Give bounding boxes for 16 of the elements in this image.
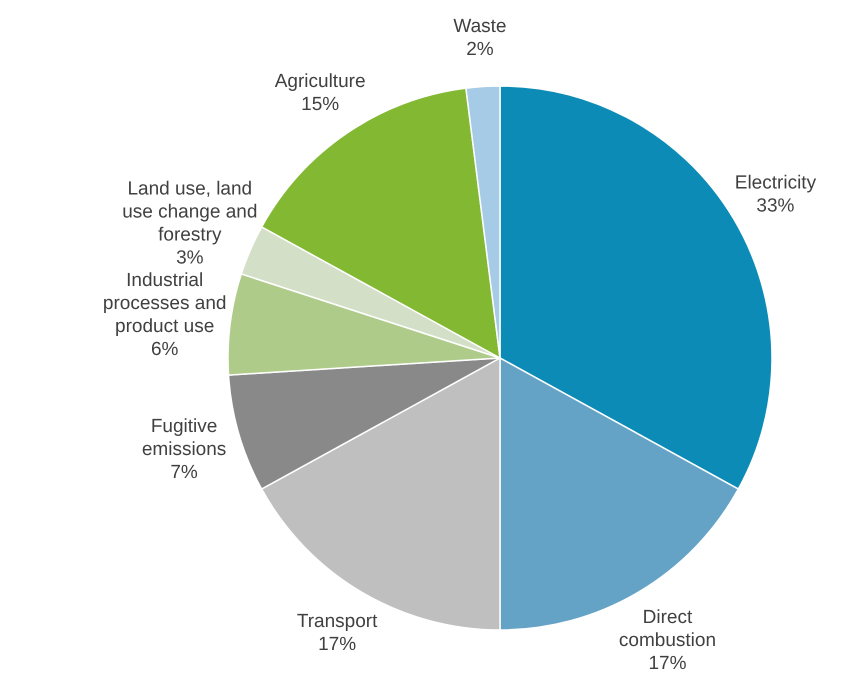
data-label: 33%	[756, 196, 795, 217]
slice-label: Land use, land use change and forestry	[122, 178, 258, 246]
data-label: 17%	[648, 653, 687, 674]
slice-label: Waste	[453, 16, 506, 38]
slice-label: Transport	[296, 610, 378, 632]
data-label: 15%	[301, 94, 340, 115]
slice-label: Fugitive emissions	[142, 416, 226, 460]
slice-label: Direct combustion	[618, 607, 716, 652]
slice-label: Industrial processes and product use	[102, 270, 226, 338]
data-label: 17%	[318, 634, 356, 655]
slice-label: Electricity	[734, 172, 817, 194]
data-label: 7%	[170, 462, 198, 483]
slice-label: Agriculture	[274, 70, 366, 92]
data-label: 6%	[150, 339, 178, 360]
data-label: 3%	[176, 247, 204, 268]
data-label: 2%	[466, 39, 494, 60]
